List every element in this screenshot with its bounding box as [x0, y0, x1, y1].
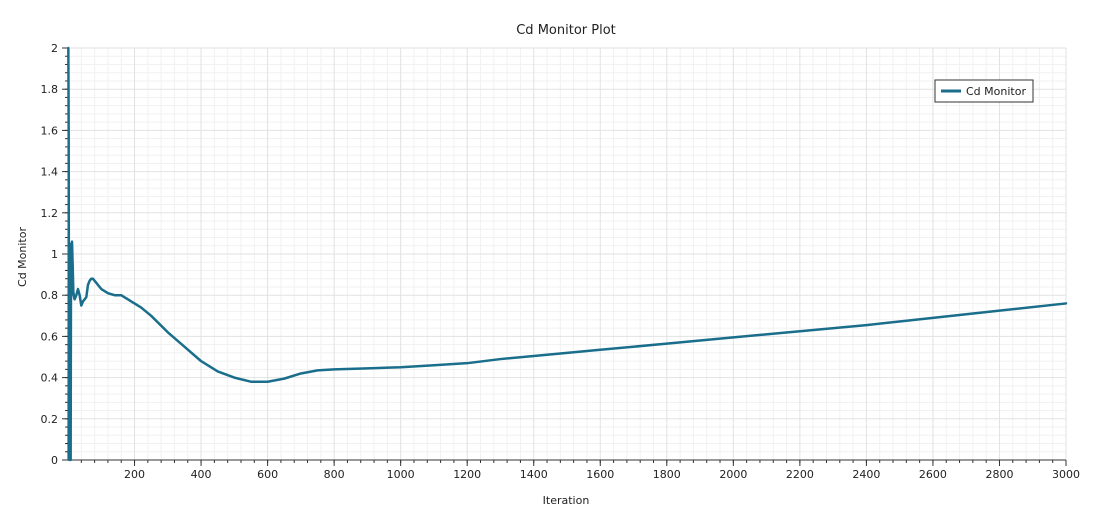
x-tick-label: 2600: [919, 468, 947, 481]
legend-label: Cd Monitor: [966, 85, 1026, 98]
chart-title: Cd Monitor Plot: [516, 23, 616, 38]
y-axis-title: Cd Monitor: [16, 227, 29, 287]
x-tick-label: 800: [324, 468, 345, 481]
x-axis-ticks: 200 400 600 800 1000 1200 1400 1600 1800 2000 2200…: [80, 460, 1080, 481]
x-tick-label: 2200: [786, 468, 814, 481]
x-axis-title: Iteration: [543, 494, 590, 507]
x-tick-label: 400: [191, 468, 212, 481]
x-tick-label: 1400: [520, 468, 548, 481]
x-tick-label: 3000: [1052, 468, 1080, 481]
x-tick-label: 1200: [453, 468, 481, 481]
y-tick-label: 1.2: [41, 207, 59, 220]
x-tick-label: 1600: [586, 468, 614, 481]
x-tick-label: 200: [124, 468, 145, 481]
x-tick-label: 600: [257, 468, 278, 481]
y-tick-label: 1.6: [41, 124, 59, 137]
legend: Cd Monitor: [934, 79, 1034, 103]
y-tick-label: 0.4: [41, 372, 59, 385]
y-tick-label: 1: [51, 248, 58, 261]
series-layer: [67, 46, 1068, 462]
y-tick-label: 0.8: [41, 289, 59, 302]
x-tick-label: 2800: [985, 468, 1013, 481]
y-tick-label: 1.8: [41, 83, 59, 96]
x-tick-label: 2400: [852, 468, 880, 481]
y-tick-label: 0.2: [41, 413, 59, 426]
legend-box: [934, 79, 1034, 103]
y-tick-label: 0: [51, 454, 58, 467]
x-tick-label: 1800: [653, 468, 681, 481]
series-line-cd-monitor: [67, 46, 1068, 462]
y-tick-label: 1.4: [41, 166, 59, 179]
y-tick-label: 0.6: [41, 330, 59, 343]
x-tick-label: 2000: [719, 468, 747, 481]
x-tick-label: 1000: [387, 468, 415, 481]
y-tick-label: 2: [51, 42, 58, 55]
